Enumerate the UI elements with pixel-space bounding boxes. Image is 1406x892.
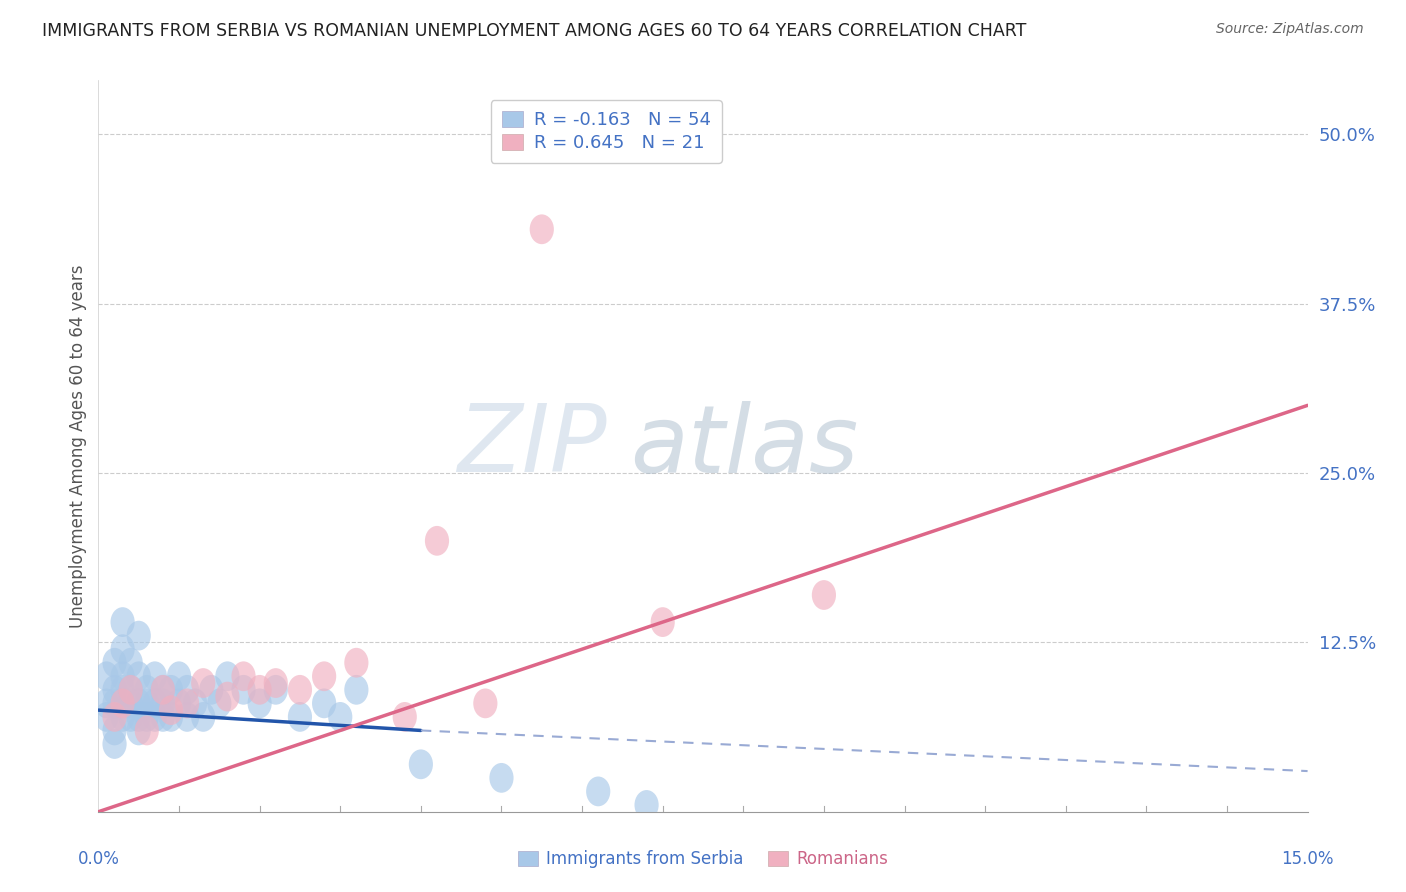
Ellipse shape <box>232 661 256 691</box>
Ellipse shape <box>200 675 224 705</box>
Ellipse shape <box>111 675 135 705</box>
Ellipse shape <box>127 621 150 650</box>
Ellipse shape <box>312 689 336 718</box>
Ellipse shape <box>127 702 150 731</box>
Ellipse shape <box>103 702 127 731</box>
Ellipse shape <box>409 749 433 780</box>
Ellipse shape <box>127 689 150 718</box>
Ellipse shape <box>150 675 174 705</box>
Ellipse shape <box>118 689 143 718</box>
Ellipse shape <box>474 689 498 718</box>
Text: Source: ZipAtlas.com: Source: ZipAtlas.com <box>1216 22 1364 37</box>
Ellipse shape <box>135 702 159 731</box>
Ellipse shape <box>143 661 167 691</box>
Ellipse shape <box>150 689 174 718</box>
Ellipse shape <box>288 675 312 705</box>
Ellipse shape <box>94 689 118 718</box>
Ellipse shape <box>634 790 658 820</box>
Text: atlas: atlas <box>630 401 859 491</box>
Ellipse shape <box>264 668 288 698</box>
Ellipse shape <box>135 689 159 718</box>
Ellipse shape <box>215 681 239 712</box>
Ellipse shape <box>215 661 239 691</box>
Ellipse shape <box>191 668 215 698</box>
Ellipse shape <box>150 675 174 705</box>
Text: 0.0%: 0.0% <box>77 850 120 868</box>
Ellipse shape <box>392 702 416 731</box>
Ellipse shape <box>232 675 256 705</box>
Ellipse shape <box>328 702 353 731</box>
Ellipse shape <box>127 661 150 691</box>
Ellipse shape <box>135 675 159 705</box>
Ellipse shape <box>111 689 135 718</box>
Ellipse shape <box>127 715 150 746</box>
Ellipse shape <box>247 675 271 705</box>
Ellipse shape <box>174 689 200 718</box>
Ellipse shape <box>159 702 183 731</box>
Ellipse shape <box>118 648 143 678</box>
Legend: R = -0.163   N = 54, R = 0.645   N = 21: R = -0.163 N = 54, R = 0.645 N = 21 <box>491 100 721 163</box>
Ellipse shape <box>247 689 271 718</box>
Ellipse shape <box>167 661 191 691</box>
Ellipse shape <box>191 702 215 731</box>
Ellipse shape <box>143 689 167 718</box>
Ellipse shape <box>103 675 127 705</box>
Ellipse shape <box>288 702 312 731</box>
Ellipse shape <box>150 702 174 731</box>
Ellipse shape <box>111 607 135 637</box>
Ellipse shape <box>94 702 118 731</box>
Ellipse shape <box>530 214 554 244</box>
Ellipse shape <box>174 702 200 731</box>
Ellipse shape <box>159 695 183 725</box>
Ellipse shape <box>312 661 336 691</box>
Ellipse shape <box>111 689 135 718</box>
Y-axis label: Unemployment Among Ages 60 to 64 years: Unemployment Among Ages 60 to 64 years <box>69 264 87 628</box>
Text: ZIP: ZIP <box>457 401 606 491</box>
Ellipse shape <box>143 702 167 731</box>
Ellipse shape <box>425 526 449 556</box>
Ellipse shape <box>111 661 135 691</box>
Ellipse shape <box>103 715 127 746</box>
Legend: Immigrants from Serbia, Romanians: Immigrants from Serbia, Romanians <box>510 844 896 875</box>
Ellipse shape <box>118 675 143 705</box>
Ellipse shape <box>207 689 232 718</box>
Ellipse shape <box>118 702 143 731</box>
Ellipse shape <box>586 777 610 806</box>
Ellipse shape <box>111 702 135 731</box>
Text: 15.0%: 15.0% <box>1281 850 1334 868</box>
Ellipse shape <box>344 675 368 705</box>
Ellipse shape <box>118 675 143 705</box>
Ellipse shape <box>489 763 513 793</box>
Ellipse shape <box>135 715 159 746</box>
Ellipse shape <box>111 634 135 664</box>
Ellipse shape <box>183 689 207 718</box>
Ellipse shape <box>264 675 288 705</box>
Ellipse shape <box>811 580 837 610</box>
Ellipse shape <box>167 689 191 718</box>
Ellipse shape <box>174 675 200 705</box>
Ellipse shape <box>159 675 183 705</box>
Ellipse shape <box>103 729 127 759</box>
Ellipse shape <box>94 661 118 691</box>
Ellipse shape <box>103 689 127 718</box>
Ellipse shape <box>651 607 675 637</box>
Ellipse shape <box>344 648 368 678</box>
Text: IMMIGRANTS FROM SERBIA VS ROMANIAN UNEMPLOYMENT AMONG AGES 60 TO 64 YEARS CORREL: IMMIGRANTS FROM SERBIA VS ROMANIAN UNEMP… <box>42 22 1026 40</box>
Ellipse shape <box>103 648 127 678</box>
